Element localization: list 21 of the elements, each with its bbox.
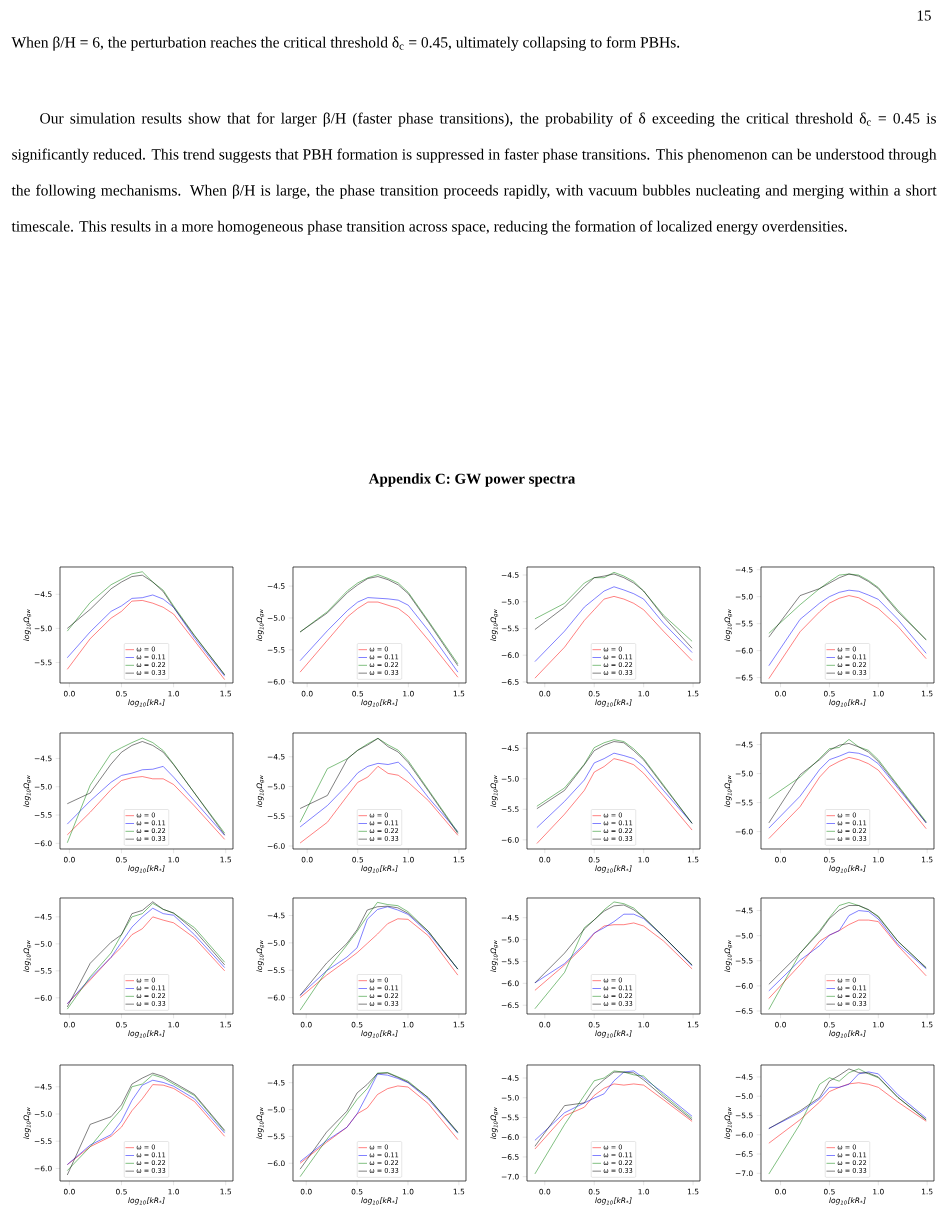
text: When β/H = 6, the perturbation reaches the critical threshold δ$_{c}$ = 0.45, ultimately collapsing to form PBHs. xyxy=(11,36,680,51)
line-series xyxy=(536,758,693,844)
line-series xyxy=(534,922,693,991)
line-series xyxy=(299,1085,459,1164)
line-series xyxy=(534,596,693,679)
line-series xyxy=(536,752,693,828)
line-series xyxy=(768,589,927,666)
line-series xyxy=(299,918,459,998)
line-series xyxy=(534,586,693,662)
text: Our simulation results show that for larger β/H (faster phase transitions), the probability of δ exceeding the critical threshold δ$_{c}$ = 0.45 is significantly reduced. This trend suggests that PBH formation is suppressed in faster phase transitions. This phenomenon can be understood through the following mechanisms. When β/H is large, the phase transition proceeds rapidly, with vacuum bubbles nucleating and merging within a short timescale. This results in a more homogeneous phase transition across space, reducing the formation of localized energy overdensities. xyxy=(11,112,937,235)
line-series xyxy=(67,766,225,836)
line-series xyxy=(534,1083,693,1150)
line-series xyxy=(299,766,459,844)
line-series xyxy=(534,1070,693,1175)
line-series xyxy=(768,919,927,999)
text: 15 xyxy=(917,10,931,21)
line-series xyxy=(67,776,225,840)
line-series xyxy=(299,761,459,832)
line-series xyxy=(768,757,927,839)
text: Appendix C: GW power spectra xyxy=(368,473,576,487)
line-series xyxy=(768,1082,927,1144)
